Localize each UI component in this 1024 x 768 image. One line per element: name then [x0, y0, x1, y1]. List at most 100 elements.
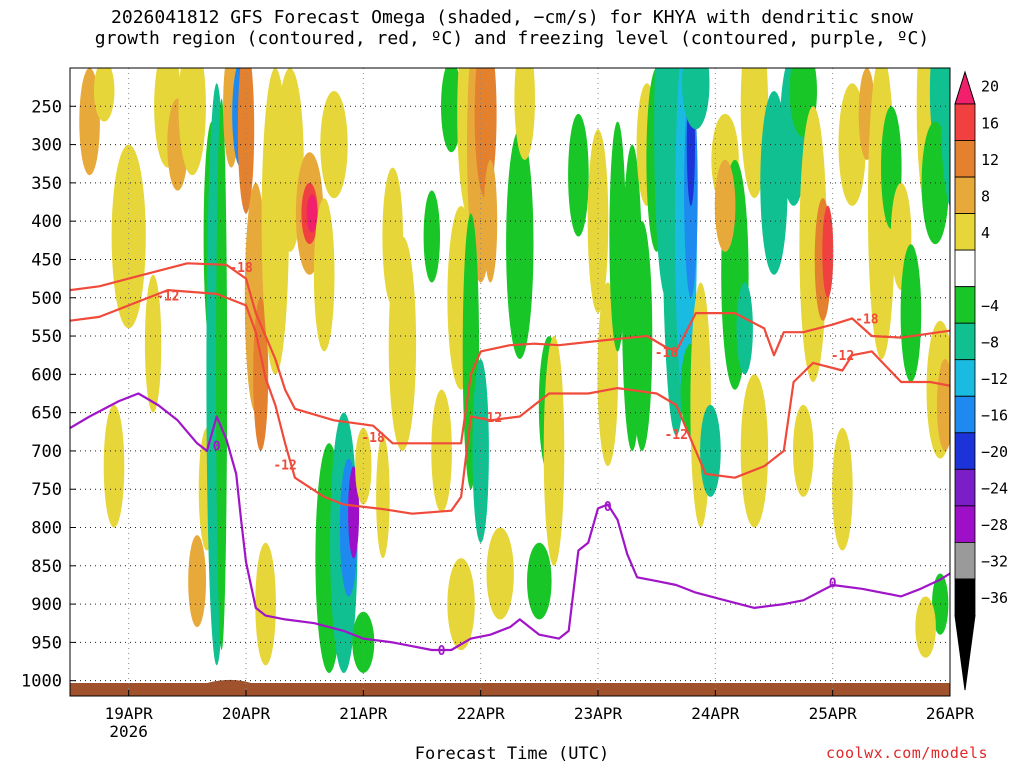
dgz-top-label: -18	[655, 346, 679, 361]
y-tick-label: 350	[31, 174, 62, 194]
omega-cell	[822, 205, 834, 298]
colorbar-cell	[954, 542, 976, 580]
omega-cell	[423, 190, 440, 283]
omega-cell	[447, 558, 475, 651]
chart-title-line2: growth region (contoured, red, ºC) and f…	[94, 28, 930, 49]
dgz-top-contour	[70, 262, 950, 445]
colorbar: 20 16 12 8 4 −4 −8 −12 −16 −20 −24 −28 −32 −36	[954, 70, 1008, 691]
terrain-band	[70, 682, 950, 696]
omega-cell	[216, 98, 228, 650]
colorbar-cell	[954, 505, 976, 543]
credit-text: coolwx.com/models	[826, 744, 989, 762]
colorbar-cell	[954, 468, 976, 507]
y-tick-label: 450	[31, 250, 62, 270]
y-tick-label: 300	[31, 136, 62, 156]
omega-cell	[568, 113, 589, 237]
omega-cell	[543, 336, 565, 566]
omega-cell	[832, 427, 853, 551]
omega-cell	[587, 129, 609, 314]
y-tick-label: 650	[31, 404, 62, 424]
y-axis: 250 300 350 400 450 500 550 600 650 700 750 800 850 9…	[21, 97, 76, 692]
omega-cell	[355, 427, 372, 505]
omega-cell	[178, 68, 206, 176]
y-tick-label: 900	[31, 595, 62, 615]
freezing-level-label: 0	[604, 500, 612, 515]
contours: -18 -18 -18 -18 -12 -12 -12 -12 -12 0 0 0 0	[70, 261, 950, 659]
colorbar-label: −20	[981, 443, 1008, 461]
y-tick-label: 750	[31, 480, 62, 500]
colorbar-top-arrow	[954, 70, 976, 105]
colorbar-cell	[954, 103, 976, 141]
omega-cell	[527, 542, 552, 620]
x-axis-label: Forecast Time (UTC)	[414, 744, 610, 764]
omega-cell	[740, 374, 769, 528]
omega-cell	[714, 159, 736, 252]
y-tick-label: 250	[31, 97, 62, 117]
omega-cell	[144, 274, 162, 413]
y-tick-label: 500	[31, 289, 62, 309]
x-tick-label: 25APR	[809, 704, 858, 723]
chart-title-line1: 2026041812 GFS Forecast Omega (shaded, −…	[111, 7, 913, 28]
dgz-bottom-contour	[70, 289, 950, 515]
omega-cell	[736, 282, 753, 375]
omega-cell	[93, 68, 115, 122]
colorbar-cell	[954, 140, 976, 178]
freezing-level-label: 0	[829, 577, 837, 592]
colorbar-cell	[954, 286, 976, 324]
x-tick-label: 23APR	[574, 704, 623, 723]
y-tick-label: 800	[31, 519, 62, 539]
omega-cell	[941, 68, 950, 208]
y-tick-label: 550	[31, 327, 62, 347]
y-tick-label: 600	[31, 365, 62, 385]
omega-cell	[506, 129, 534, 359]
colorbar-cell	[954, 213, 976, 251]
colorbar-bottom-arrow	[954, 615, 976, 691]
omega-cell	[900, 244, 922, 382]
x-tick-label: 22APR	[457, 704, 506, 723]
colorbar-cell	[954, 176, 976, 215]
colorbar-label: −8	[981, 334, 999, 352]
y-tick-label: 700	[31, 442, 62, 462]
omega-cell	[609, 121, 626, 352]
omega-cell	[320, 91, 348, 199]
omega-cell	[313, 198, 335, 352]
omega-cell	[682, 68, 710, 130]
omega-cell	[793, 404, 814, 497]
omega-cell	[431, 389, 452, 513]
y-tick-label: 950	[31, 633, 62, 653]
dgz-bottom-label: -12	[273, 459, 296, 474]
omega-cell	[388, 236, 417, 451]
omega-cell	[936, 359, 950, 451]
omega-cell	[111, 144, 146, 329]
dgz-bottom-label: -12	[831, 349, 854, 364]
omega-shading	[79, 68, 950, 674]
colorbar-label: 12	[981, 151, 999, 169]
omega-cell	[188, 535, 207, 628]
omega-cell	[514, 68, 535, 160]
colorbar-cell	[954, 432, 976, 470]
omega-cell	[441, 68, 462, 153]
x-tick-label: 20APR	[222, 704, 271, 723]
colorbar-label: 8	[981, 187, 990, 205]
dgz-bottom-label: -12	[156, 289, 179, 304]
omega-cell	[376, 435, 390, 559]
dgz-bottom-label: -12	[479, 411, 502, 426]
omega-cell	[486, 527, 514, 620]
freezing-level-contour	[70, 392, 950, 652]
plot-frame	[69, 67, 951, 697]
y-tick-label: 400	[31, 212, 62, 232]
freezing-level-label: 0	[213, 440, 221, 455]
colorbar-label: 4	[981, 224, 990, 242]
colorbar-label: 16	[981, 114, 999, 132]
colorbar-cell	[954, 395, 976, 434]
colorbar-label: −32	[981, 553, 1008, 571]
colorbar-cell	[954, 322, 976, 361]
freezing-level-label: 0	[438, 644, 446, 659]
x-tick-label: 26APR	[926, 704, 975, 723]
terrain-strip	[70, 679, 950, 696]
dgz-bottom-label: -12	[664, 428, 687, 443]
dgz-top-label: -18	[361, 431, 385, 446]
colorbar-label: −12	[981, 370, 1008, 388]
